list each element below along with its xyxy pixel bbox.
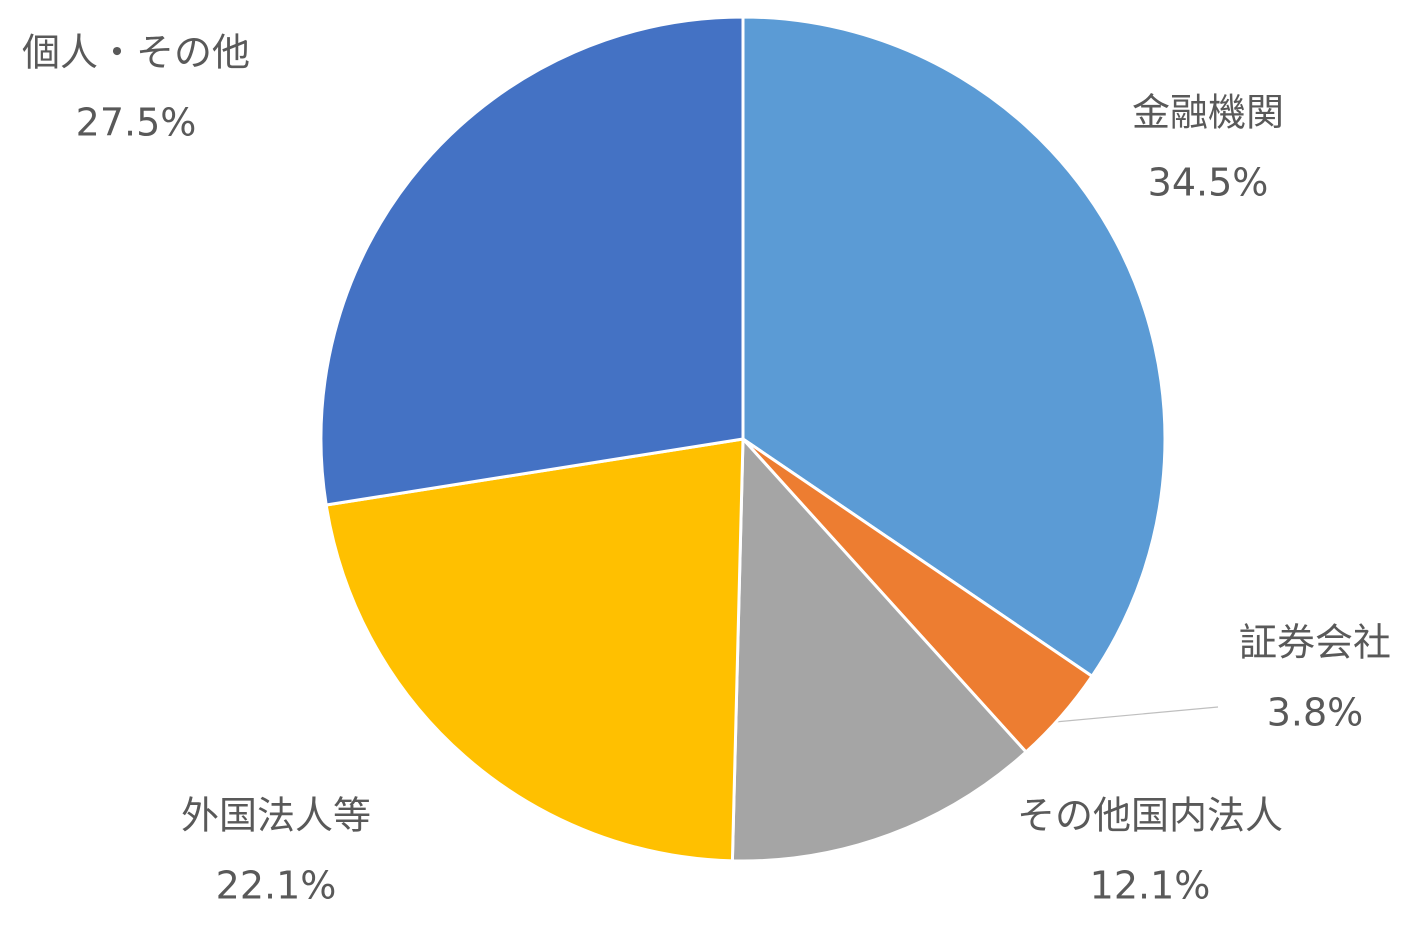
slice-value-label: 22.1%	[216, 864, 337, 908]
slice-label: 個人・その他	[22, 31, 250, 75]
slice-label: 外国法人等	[181, 794, 371, 838]
slice-value-label: 27.5%	[76, 101, 197, 145]
slice-value-label: 34.5%	[1148, 161, 1269, 205]
slice-label: その他国内法人	[1017, 794, 1283, 838]
pie-slice	[319, 15, 745, 507]
slice-value-label: 3.8%	[1267, 691, 1364, 735]
leader-line	[1054, 706, 1219, 723]
slice-value-label: 12.1%	[1090, 864, 1211, 908]
pie-slice	[324, 437, 745, 863]
pie-slice	[730, 435, 1029, 863]
pie-slice	[741, 15, 1167, 679]
slice-label: 証券会社	[1239, 621, 1391, 665]
slice-label: 金融機関	[1132, 91, 1284, 135]
